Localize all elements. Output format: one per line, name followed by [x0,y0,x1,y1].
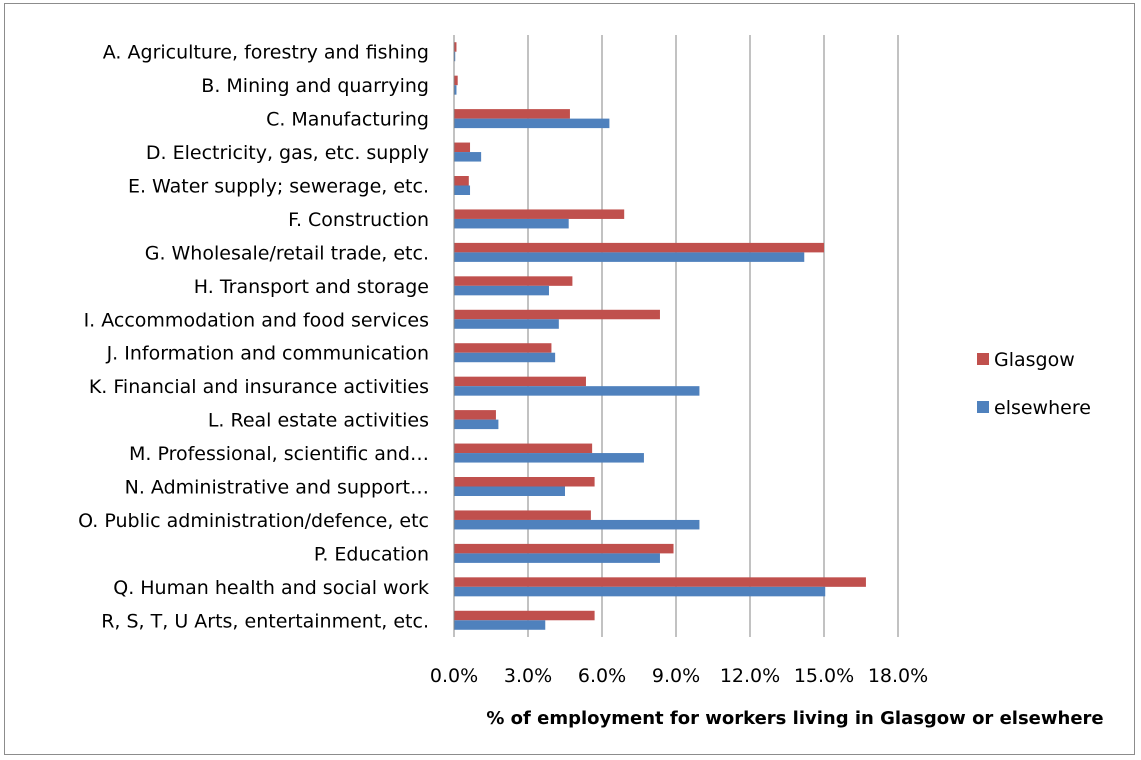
gridlines [527,35,899,637]
bar-glasgow [454,477,595,487]
bar-elsewhere [454,185,471,195]
category-label: R, S, T, U Arts, entertainment, etc. [101,610,429,632]
bar-glasgow [454,510,591,520]
bar-glasgow [454,577,866,587]
bar-glasgow [454,176,469,186]
bar-elsewhere [454,152,482,162]
x-tick-label: 12.0% [720,665,780,687]
bar-glasgow [454,142,471,153]
category-label: E. Water supply; sewerage, etc. [128,176,429,198]
bar-glasgow [454,376,586,387]
legend-label-glasgow: Glasgow [994,349,1075,371]
bar-elsewhere [454,553,660,563]
bar-elsewhere [454,386,700,396]
bar-glasgow [454,75,458,86]
legend-swatch-glasgow [977,353,989,365]
category-label: M. Professional, scientific and… [129,443,429,465]
x-tick-label: 0.0% [430,665,478,687]
category-label: D. Electricity, gas, etc. supply [146,142,429,164]
category-label: I. Accommodation and food services [84,309,429,331]
category-label: F. Construction [288,209,429,231]
x-tick-label: 9.0% [652,665,700,687]
category-label: K. Financial and insurance activities [89,376,429,398]
bar-glasgow [454,410,496,420]
bar-elsewhere [454,319,559,329]
bar-elsewhere [454,620,546,630]
category-label: H. Transport and storage [194,276,429,298]
category-label: J. Information and communication [106,343,429,365]
bar-elsewhere [454,453,644,463]
bar-elsewhere [454,218,569,229]
bar-elsewhere [454,352,556,363]
bar-glasgow [454,109,570,119]
bar-elsewhere [454,586,826,597]
bar-elsewhere [454,118,610,129]
bar-elsewhere [454,285,549,296]
bar-glasgow [454,309,660,320]
bar-elsewhere [454,252,805,262]
legend: Glasgow elsewhere [977,349,1091,419]
category-labels: A. Agriculture, forestry and fishing B. M… [78,42,429,633]
bar-glasgow [454,610,595,621]
x-tick-label: 3.0% [504,665,552,687]
category-label: L. Real estate activities [208,410,429,432]
category-label: Q. Human health and social work [113,577,429,599]
category-label: N. Administrative and support… [125,477,429,499]
x-tick-label: 15.0% [794,665,854,687]
bar-elsewhere [454,419,499,430]
category-label: O. Public administration/defence, etc [78,510,429,532]
x-tick-labels: 0.0% 3.0% 6.0% 9.0% 12.0% 15.0% 18.0% [430,665,928,687]
category-label: A. Agriculture, forestry and fishing [103,42,429,64]
x-tick-label: 6.0% [578,665,626,687]
bar-elsewhere [454,519,700,530]
x-tick-label: 18.0% [868,665,928,687]
bar-glasgow [454,443,593,454]
bar-glasgow [454,543,674,554]
category-label: C. Manufacturing [266,109,429,131]
bar-elsewhere [454,51,456,62]
legend-label-elsewhere: elsewhere [994,397,1091,419]
bar-glasgow [454,209,625,219]
category-label: P. Education [314,543,429,565]
bar-elsewhere [454,486,565,496]
bar-elsewhere [454,85,457,95]
x-axis-title: % of employment for workers living in Gl… [486,708,1103,729]
bar-glasgow [454,242,824,253]
legend-swatch-elsewhere [977,401,989,413]
bar-glasgow [454,276,573,286]
category-label: G. Wholesale/retail trade, etc. [145,242,429,264]
bar-glasgow [454,42,457,52]
bars [454,42,866,630]
bar-glasgow [454,343,552,353]
category-label: B. Mining and quarrying [201,75,429,97]
